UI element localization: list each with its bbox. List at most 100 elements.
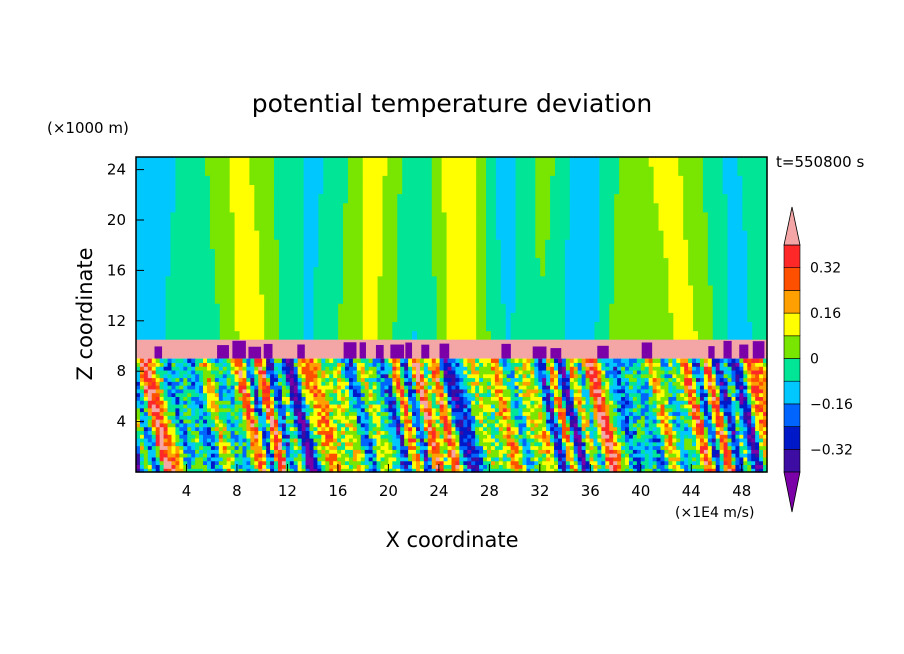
field-cell bbox=[139, 422, 145, 428]
field-cell bbox=[456, 157, 462, 167]
field-cell bbox=[400, 403, 405, 409]
field-cell bbox=[614, 303, 620, 313]
field-cell bbox=[313, 441, 319, 447]
field-cell bbox=[246, 369, 251, 375]
field-cell bbox=[160, 193, 167, 204]
field-cell bbox=[187, 358, 192, 363]
field-cell bbox=[737, 184, 743, 195]
field-cell bbox=[439, 419, 445, 424]
field-cell bbox=[400, 369, 405, 375]
field-cell bbox=[167, 407, 173, 413]
field-cell bbox=[427, 422, 433, 428]
field-cell bbox=[757, 220, 763, 231]
field-cell bbox=[376, 441, 382, 447]
field-cell bbox=[404, 468, 409, 473]
field-cell bbox=[481, 193, 487, 204]
field-cell bbox=[160, 166, 167, 176]
field-cell bbox=[658, 303, 665, 313]
field-cell bbox=[614, 184, 620, 195]
field-cell bbox=[167, 422, 173, 428]
field-cell bbox=[155, 434, 161, 439]
field-cell bbox=[338, 275, 344, 286]
field-cell bbox=[136, 369, 141, 375]
field-cell bbox=[412, 239, 418, 249]
field-cell bbox=[179, 449, 184, 454]
field-cell bbox=[461, 257, 467, 268]
field-cell bbox=[293, 230, 300, 240]
field-cell bbox=[423, 373, 429, 379]
field-cell bbox=[419, 381, 425, 386]
field-cell bbox=[254, 211, 260, 222]
band-patch bbox=[263, 343, 273, 359]
field-cell bbox=[288, 193, 295, 204]
field-cell bbox=[461, 193, 467, 204]
field-cell bbox=[638, 294, 645, 304]
field-cell bbox=[624, 312, 630, 323]
field-cell bbox=[408, 381, 413, 386]
field-cell bbox=[427, 464, 433, 469]
field-cell bbox=[466, 230, 472, 240]
field-cell bbox=[230, 403, 236, 409]
field-cell bbox=[206, 468, 212, 473]
field-cell bbox=[289, 385, 295, 390]
field-cell bbox=[218, 369, 224, 375]
field-cell bbox=[436, 175, 443, 186]
field-cell bbox=[540, 175, 546, 186]
field-cell bbox=[688, 275, 694, 286]
field-cell bbox=[190, 184, 196, 195]
field-cell bbox=[372, 426, 378, 432]
field-cell bbox=[419, 373, 425, 379]
field-cell bbox=[288, 330, 295, 341]
field-cell bbox=[402, 166, 408, 176]
field-cell bbox=[305, 415, 311, 420]
field-cell bbox=[525, 330, 531, 341]
field-cell bbox=[599, 239, 605, 249]
field-cell bbox=[431, 303, 438, 313]
field-cell bbox=[309, 456, 315, 462]
field-cell bbox=[426, 266, 433, 277]
field-cell bbox=[427, 358, 433, 363]
field-cell bbox=[423, 445, 429, 450]
field-cell bbox=[737, 294, 743, 304]
field-cell bbox=[242, 366, 248, 371]
field-cell bbox=[416, 257, 423, 268]
field-cell bbox=[139, 445, 145, 450]
field-cell bbox=[396, 445, 401, 450]
field-cell bbox=[697, 257, 704, 268]
field-cell bbox=[313, 257, 319, 268]
field-cell bbox=[446, 321, 453, 332]
field-cell bbox=[150, 294, 157, 304]
field-cell bbox=[500, 175, 507, 186]
field-cell bbox=[293, 220, 300, 231]
field-cell bbox=[367, 175, 374, 186]
field-cell bbox=[678, 239, 684, 249]
field-cell bbox=[407, 157, 413, 167]
field-cell bbox=[530, 166, 536, 176]
field-cell bbox=[673, 193, 679, 204]
field-cell bbox=[214, 396, 220, 401]
field-cell bbox=[443, 456, 449, 462]
field-cell bbox=[426, 330, 433, 341]
field-cell bbox=[693, 330, 699, 341]
field-cell bbox=[244, 193, 250, 204]
field-cell bbox=[343, 312, 349, 323]
field-cell bbox=[697, 321, 704, 332]
field-cell bbox=[678, 321, 684, 332]
field-cell bbox=[451, 456, 457, 462]
field-cell bbox=[412, 441, 417, 447]
field-cell bbox=[550, 202, 556, 213]
field-cell bbox=[171, 373, 177, 379]
field-cell bbox=[447, 366, 453, 371]
field-cell bbox=[594, 211, 600, 222]
field-cell bbox=[653, 202, 660, 213]
field-cell bbox=[195, 437, 200, 443]
field-cell bbox=[525, 248, 531, 259]
field-cell bbox=[239, 284, 246, 295]
field-cell bbox=[439, 426, 445, 432]
field-cell bbox=[443, 437, 449, 443]
field-cell bbox=[147, 456, 153, 462]
field-cell bbox=[210, 445, 216, 450]
field-cell bbox=[333, 294, 339, 304]
field-cell bbox=[343, 321, 349, 332]
field-cell bbox=[392, 312, 398, 323]
